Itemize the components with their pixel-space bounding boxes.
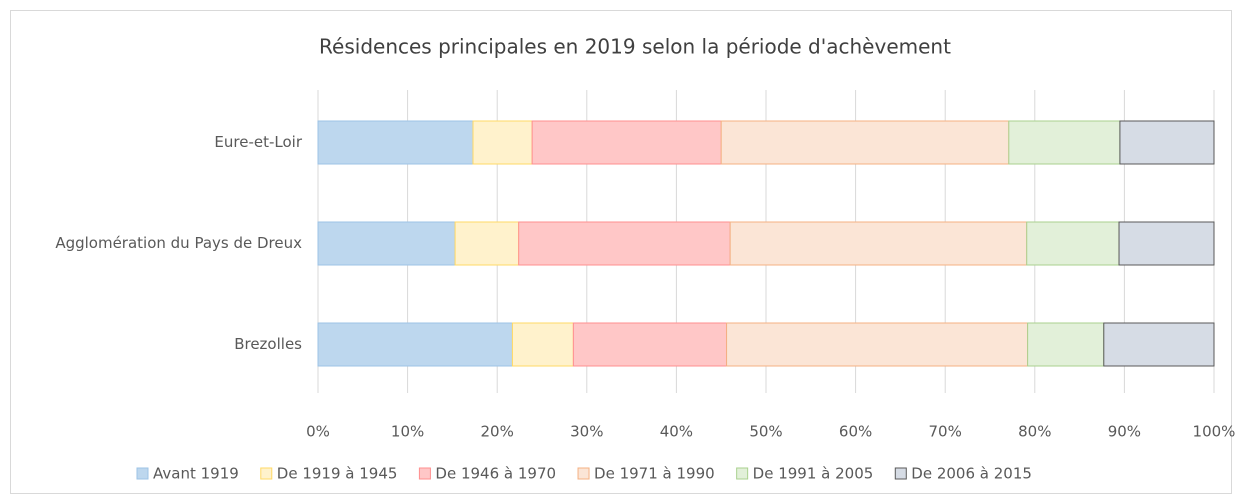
x-tick-label: 50% bbox=[749, 423, 782, 441]
x-tick-label: 40% bbox=[660, 423, 693, 441]
legend-label: Avant 1919 bbox=[153, 465, 239, 483]
legend-swatch bbox=[894, 467, 907, 480]
bar-segment bbox=[518, 221, 731, 266]
bar-segment bbox=[1119, 120, 1215, 165]
legend-swatch bbox=[577, 467, 590, 480]
y-tick-label: Brezolles bbox=[234, 335, 302, 353]
bar-segment bbox=[1027, 322, 1105, 367]
x-tick-label: 60% bbox=[839, 423, 872, 441]
bar-segment bbox=[1118, 221, 1215, 266]
legend-swatch bbox=[736, 467, 749, 480]
x-tick-label: 80% bbox=[1018, 423, 1051, 441]
bar-segment bbox=[317, 221, 456, 266]
x-tick-label: 70% bbox=[929, 423, 962, 441]
bar-segment bbox=[317, 120, 474, 165]
legend-label: De 1991 à 2005 bbox=[753, 465, 874, 483]
bar-segment bbox=[729, 221, 1028, 266]
bar-segment bbox=[1103, 322, 1215, 367]
bar-segment bbox=[572, 322, 728, 367]
legend-swatch bbox=[418, 467, 431, 480]
legend-label: De 2006 à 2015 bbox=[911, 465, 1032, 483]
bar-segment bbox=[1008, 120, 1121, 165]
y-tick-label: Eure-et-Loir bbox=[214, 133, 302, 151]
bar-segment bbox=[511, 322, 574, 367]
x-tick-label: 30% bbox=[570, 423, 603, 441]
legend-label: De 1946 à 1970 bbox=[435, 465, 556, 483]
bar-segment bbox=[531, 120, 722, 165]
bar-segment bbox=[317, 322, 513, 367]
bar-segment bbox=[454, 221, 520, 266]
x-tick-label: 90% bbox=[1108, 423, 1141, 441]
x-tick-label: 10% bbox=[391, 423, 424, 441]
y-tick-label: Agglomération du Pays de Dreux bbox=[55, 234, 302, 252]
bar-segment bbox=[472, 120, 533, 165]
x-tick-label: 20% bbox=[481, 423, 514, 441]
legend-label: De 1971 à 1990 bbox=[594, 465, 715, 483]
x-tick-label: 100% bbox=[1193, 423, 1236, 441]
legend-swatch bbox=[260, 467, 273, 480]
bar-segment bbox=[726, 322, 1029, 367]
chart-title: Résidences principales en 2019 selon la … bbox=[319, 35, 951, 59]
legend-swatch bbox=[136, 467, 149, 480]
legend-label: De 1919 à 1945 bbox=[277, 465, 398, 483]
bar-segment bbox=[1026, 221, 1120, 266]
x-tick-label: 0% bbox=[306, 423, 330, 441]
bar-segment bbox=[720, 120, 1010, 165]
